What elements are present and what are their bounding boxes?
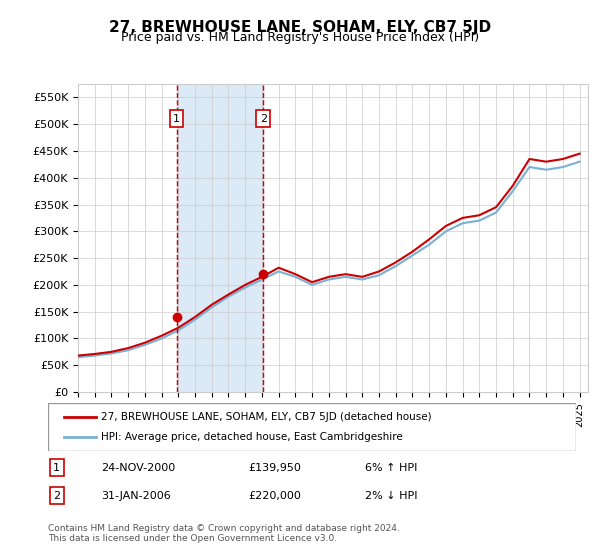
Text: 2% ↓ HPI: 2% ↓ HPI: [365, 491, 418, 501]
Text: £220,000: £220,000: [248, 491, 302, 501]
Text: £139,950: £139,950: [248, 463, 302, 473]
Text: 27, BREWHOUSE LANE, SOHAM, ELY, CB7 5JD (detached house): 27, BREWHOUSE LANE, SOHAM, ELY, CB7 5JD …: [101, 412, 431, 422]
Text: Price paid vs. HM Land Registry's House Price Index (HPI): Price paid vs. HM Land Registry's House …: [121, 31, 479, 44]
Text: 24-NOV-2000: 24-NOV-2000: [101, 463, 175, 473]
Text: Contains HM Land Registry data © Crown copyright and database right 2024.
This d: Contains HM Land Registry data © Crown c…: [48, 524, 400, 543]
FancyBboxPatch shape: [48, 403, 576, 451]
Text: 27, BREWHOUSE LANE, SOHAM, ELY, CB7 5JD: 27, BREWHOUSE LANE, SOHAM, ELY, CB7 5JD: [109, 20, 491, 35]
Text: 2: 2: [260, 114, 267, 124]
Text: 1: 1: [53, 463, 60, 473]
Text: 1: 1: [173, 114, 180, 124]
Text: 2: 2: [53, 491, 61, 501]
Text: 31-JAN-2006: 31-JAN-2006: [101, 491, 170, 501]
Text: 6% ↑ HPI: 6% ↑ HPI: [365, 463, 417, 473]
Text: HPI: Average price, detached house, East Cambridgeshire: HPI: Average price, detached house, East…: [101, 432, 403, 442]
Bar: [176, 84, 263, 392]
